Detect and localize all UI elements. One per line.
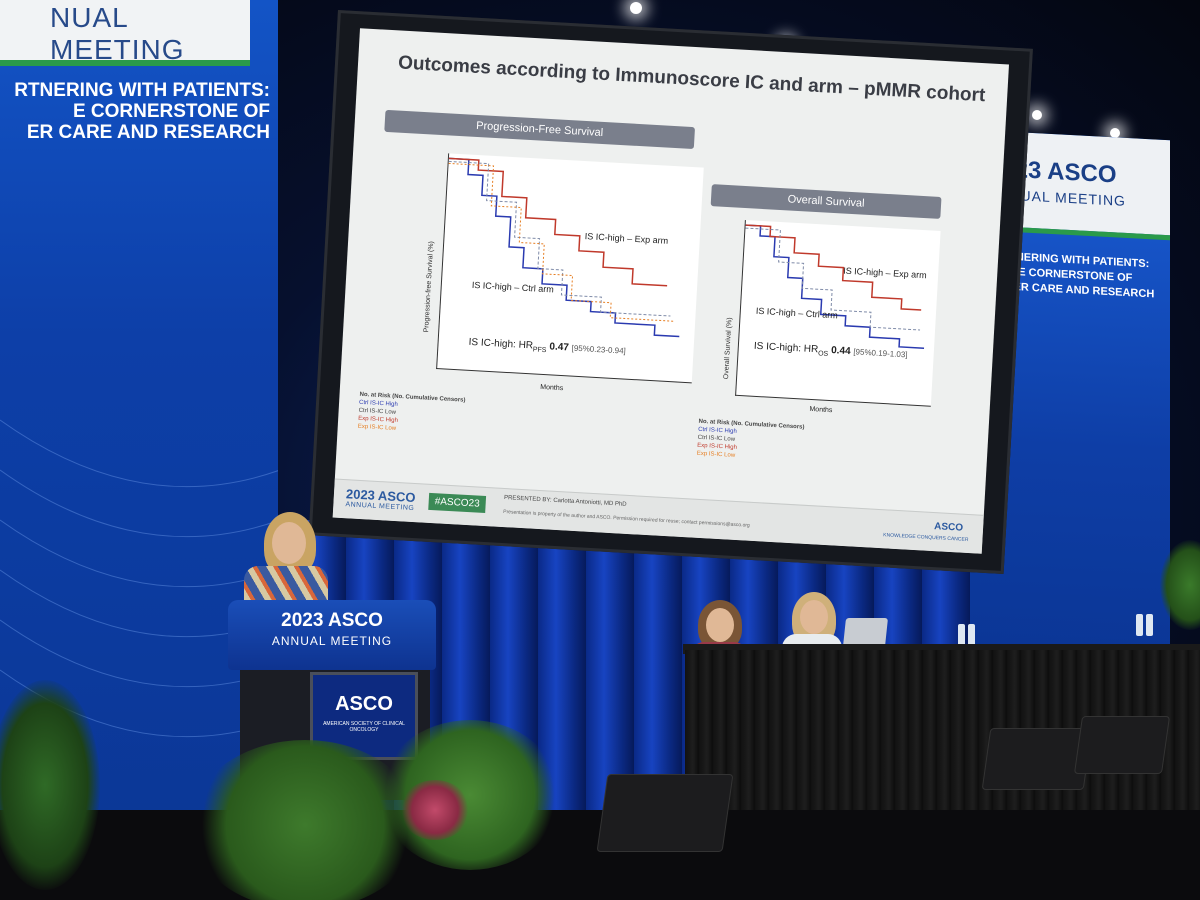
os-km-curves (745, 224, 925, 349)
pfs-km-curves (448, 157, 680, 338)
km-curve-exp-low (448, 162, 676, 322)
footer-right-brand: ASCO (933, 521, 964, 534)
km-curve-ctrl-low (745, 227, 921, 331)
banner-header-text: NUAL MEETING (50, 2, 185, 65)
stage-light (630, 2, 642, 14)
hr-sub: PFS (532, 346, 547, 355)
pfs-y-axis-label: Progression-free Survival (%) (423, 240, 436, 333)
stage-light (1032, 110, 1042, 120)
hr-ci: [95%0.19-1.03] (853, 347, 908, 360)
banner-tagline: RTNERING WITH PATIENTS: E CORNERSTONE OF… (0, 80, 270, 143)
km-curve-exp-high (745, 224, 922, 311)
panelist-face (800, 600, 828, 634)
km-curve-ctrl-high (745, 224, 925, 349)
footer-presenter: PRESENTED BY: Carlotta Antoniotti, MD Ph… (503, 495, 627, 508)
tagline-line: E CORNERSTONE OF (72, 101, 270, 122)
hr-value: 0.47 (549, 341, 570, 354)
stage-light (1110, 128, 1120, 138)
banner-header: NUAL MEETING (0, 0, 250, 65)
water-bottle (958, 624, 965, 646)
km-curve-exp-high (448, 157, 668, 287)
podium-sign-brand: ASCO (335, 693, 393, 715)
presentation-slide: Outcomes according to Immunoscore IC and… (332, 28, 1010, 554)
os-km-plot: IS IC-high – Exp arm IS IC-high – Ctrl a… (735, 220, 941, 407)
banner-stripe (0, 60, 250, 66)
projection-screen: Outcomes according to Immunoscore IC and… (308, 10, 1033, 575)
tagline-line: ER CARE AND RESEARCH (26, 122, 270, 143)
pfs-km-plot: IS IC-high – Exp arm IS IC-high – Ctrl a… (436, 153, 704, 384)
pfs-x-axis-label: Months (540, 383, 564, 393)
hr-value: 0.44 (830, 345, 851, 358)
floor-monitor-speaker (596, 774, 734, 852)
footer-notice: Presentation is property of the author a… (503, 509, 750, 529)
hr-label: IS IC-high: HR (753, 340, 819, 356)
water-bottle (1136, 614, 1143, 636)
os-panel-header: Overall Survival (710, 184, 942, 219)
hr-ci: [95%0.23-0.94] (571, 343, 627, 356)
pfs-risk-table: No. at Risk (No. Cumulative Censors) Ctr… (358, 391, 466, 437)
water-bottle (968, 624, 975, 646)
podium-brand: 2023 ASCO (281, 610, 383, 631)
podium-top: 2023 ASCO ANNUAL MEETING (228, 600, 436, 670)
os-risk-table: No. at Risk (No. Cumulative Censors) Ctr… (697, 418, 805, 464)
podium-sign-sub: AMERICAN SOCIETY OF CLINICAL ONCOLOGY (323, 721, 405, 733)
podium-annual: ANNUAL MEETING (271, 634, 393, 648)
footer-right-sub: KNOWLEDGE CONQUERS CANCER (883, 532, 969, 544)
tagline-line: RTNERING WITH PATIENTS: (14, 80, 270, 101)
panel-table-top (683, 644, 1200, 654)
hr-sub: OS (817, 350, 829, 358)
km-curve-ctrl-high (448, 157, 680, 338)
water-bottle (1146, 614, 1153, 636)
os-x-axis-label: Months (809, 405, 833, 415)
footer-hashtag: #ASCO23 (428, 492, 487, 514)
podium-sign: ASCO AMERICAN SOCIETY OF CLINICAL ONCOLO… (310, 672, 418, 760)
slide-title: Outcomes according to Immunoscore IC and… (397, 52, 986, 107)
pfs-panel-header: Progression-Free Survival (384, 109, 696, 150)
panelist-face (706, 608, 734, 642)
hr-label: IS IC-high: HR (468, 336, 534, 352)
speaker-face (272, 522, 306, 564)
floor-monitor-speaker (1073, 716, 1171, 774)
bromeliad-plant (400, 780, 470, 840)
fern-plant (190, 740, 420, 900)
side-plant (1160, 540, 1200, 630)
side-plant (0, 680, 100, 890)
km-curve-ctrl-low (448, 160, 671, 317)
os-y-axis-label: Overall Survival (%) (722, 317, 734, 380)
